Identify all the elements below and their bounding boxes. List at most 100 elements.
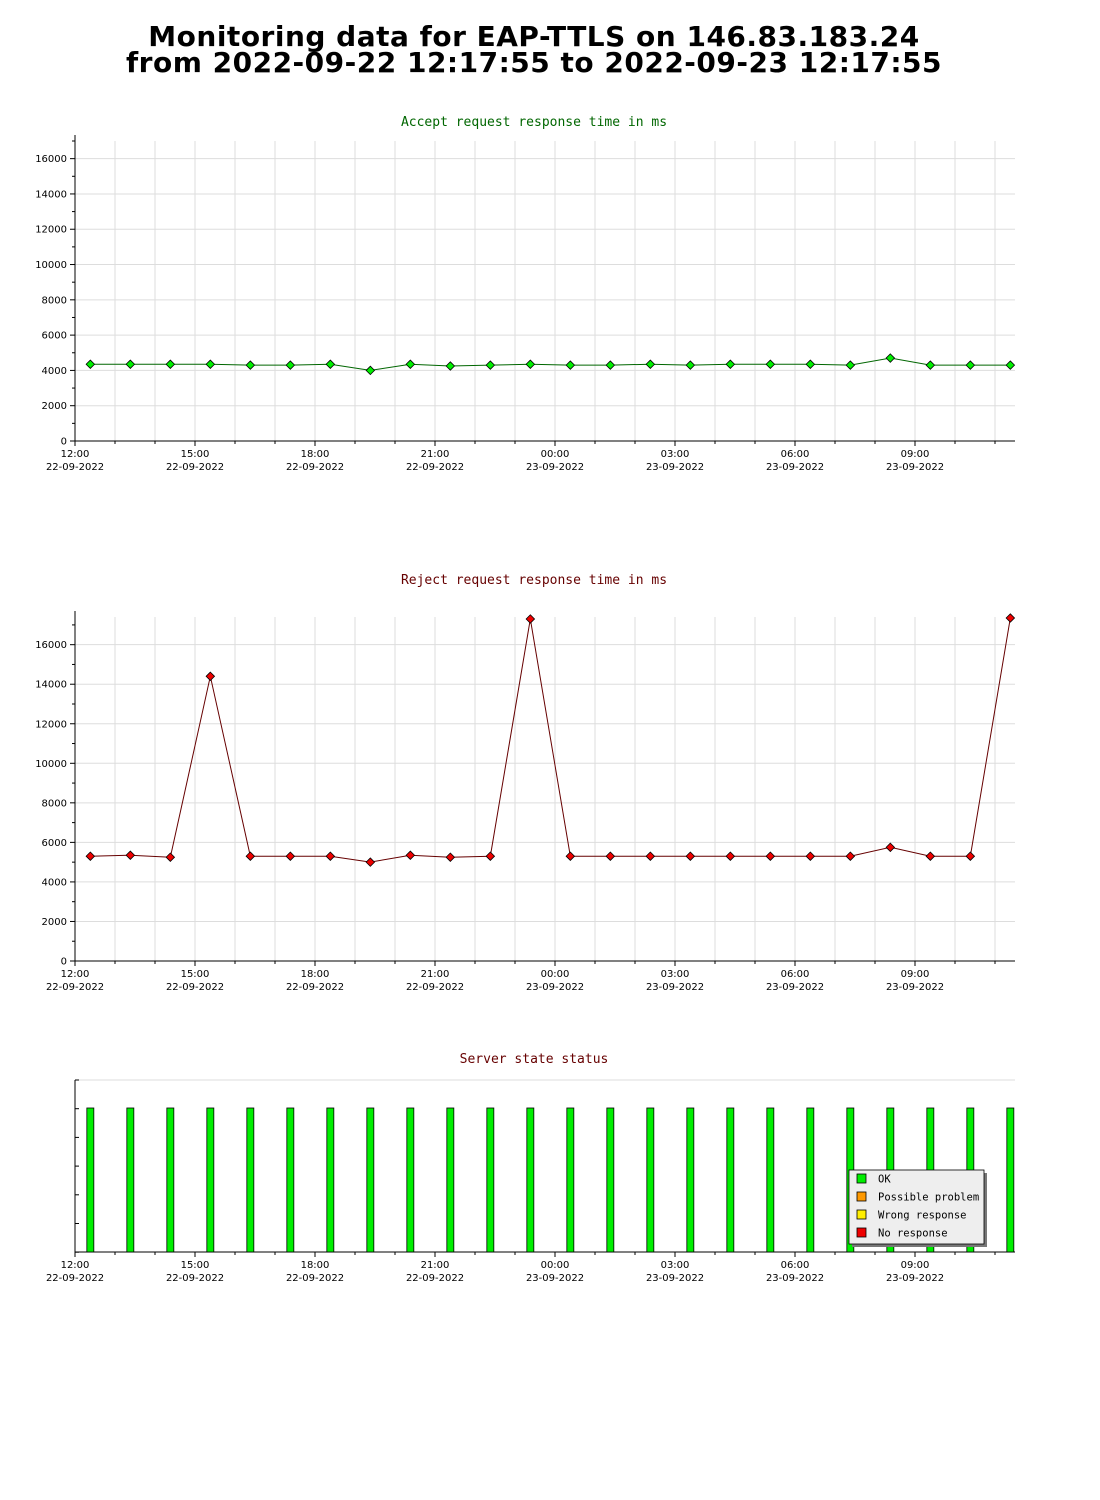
data-point xyxy=(325,359,336,370)
legend-swatch xyxy=(856,1191,867,1202)
x-tick-date: 22-09-2022 xyxy=(406,1273,464,1284)
data-point xyxy=(725,851,736,861)
data-point xyxy=(405,850,416,860)
x-tick-label: 00:00 xyxy=(541,449,570,460)
x-tick-label: 09:00 xyxy=(901,969,930,980)
x-tick-date: 22-09-2022 xyxy=(286,1273,344,1284)
series-line xyxy=(90,357,1011,371)
status-bar xyxy=(286,1107,295,1253)
x-tick-date: 23-09-2022 xyxy=(526,982,584,993)
data-point xyxy=(845,360,856,370)
status-bar xyxy=(206,1107,215,1253)
y-tick-label: 0 xyxy=(61,437,67,448)
x-tick-label: 15:00 xyxy=(181,969,210,980)
y-tick-label: 12000 xyxy=(35,719,67,730)
grid xyxy=(75,617,1015,961)
data-point xyxy=(485,360,496,370)
data-point xyxy=(605,360,616,370)
status-bar xyxy=(86,1107,95,1253)
y-tick-label: 4000 xyxy=(42,877,67,888)
data-point xyxy=(965,360,976,370)
x-tick-date: 22-09-2022 xyxy=(286,982,344,993)
x-tick-label: 18:00 xyxy=(301,449,330,460)
data-point xyxy=(165,852,176,862)
y-tick-label: 2000 xyxy=(42,401,67,412)
x-axis: 12:00 22-09-2022 15:00 22-09-2022 18:00 22-09… xyxy=(46,1252,996,1284)
y-tick-label: 6000 xyxy=(42,331,67,342)
data-point xyxy=(885,842,896,853)
status-bar xyxy=(486,1107,495,1253)
server-status-chart: Server state status 12:00 22-09-2022 15:00… xyxy=(46,1052,1015,1284)
data-point xyxy=(645,851,656,861)
status-bar xyxy=(166,1107,175,1253)
legend-label: Possible problem xyxy=(878,1192,979,1204)
status-bar xyxy=(446,1107,455,1253)
x-tick-date: 23-09-2022 xyxy=(646,462,704,473)
chart-title: Accept request response time in ms xyxy=(401,115,667,130)
status-bar xyxy=(246,1107,255,1253)
data-point xyxy=(805,359,816,370)
y-tick-label: 8000 xyxy=(42,798,67,809)
status-bar xyxy=(406,1107,415,1253)
x-tick-date: 22-09-2022 xyxy=(46,462,104,473)
y-tick-label: 2000 xyxy=(42,917,67,928)
data-point xyxy=(405,359,416,370)
data-point xyxy=(525,614,536,624)
status-bar xyxy=(606,1107,615,1253)
data-point xyxy=(565,851,576,861)
data-point xyxy=(285,851,296,861)
x-tick-date: 23-09-2022 xyxy=(886,1273,944,1284)
x-tick-label: 00:00 xyxy=(541,969,570,980)
data-point xyxy=(205,359,216,370)
x-tick-date: 22-09-2022 xyxy=(406,462,464,473)
data-point xyxy=(285,360,296,370)
status-bar xyxy=(806,1107,815,1253)
data-point xyxy=(245,360,256,370)
data-point xyxy=(685,360,696,370)
data-point xyxy=(565,360,576,370)
x-tick-label: 12:00 xyxy=(61,969,90,980)
y-tick-label: 14000 xyxy=(35,189,67,200)
data-point xyxy=(485,851,496,861)
x-tick-date: 23-09-2022 xyxy=(766,982,824,993)
legend-swatch xyxy=(856,1209,867,1220)
y-tick-label: 10000 xyxy=(35,260,67,271)
y-tick-label: 16000 xyxy=(35,640,67,651)
reject-response-chart: Reject request response time in ms 0 2000… xyxy=(35,573,1016,993)
x-tick-label: 06:00 xyxy=(781,449,810,460)
status-bar xyxy=(326,1107,335,1253)
x-tick-date: 23-09-2022 xyxy=(526,462,584,473)
status-bar xyxy=(566,1107,575,1253)
data-point xyxy=(965,851,976,861)
legend-label: Wrong response xyxy=(878,1210,967,1222)
x-tick-date: 22-09-2022 xyxy=(46,982,104,993)
legend-swatch xyxy=(856,1173,867,1184)
y-tick-label: 10000 xyxy=(35,759,67,770)
accept-response-chart: Accept request response time in ms 0 2000… xyxy=(35,115,1016,473)
x-tick-label: 18:00 xyxy=(301,969,330,980)
x-tick-date: 23-09-2022 xyxy=(886,982,944,993)
x-axis: 12:00 22-09-2022 15:00 22-09-2022 18:00 22-09… xyxy=(46,961,996,993)
page-title: Monitoring data for EAP-TTLS on 146.83.1… xyxy=(0,20,1068,79)
x-tick-date: 22-09-2022 xyxy=(46,1273,104,1284)
x-tick-label: 15:00 xyxy=(181,1260,210,1271)
x-tick-date: 23-09-2022 xyxy=(766,1273,824,1284)
status-bar xyxy=(726,1107,735,1253)
data-point xyxy=(885,353,896,363)
x-tick-label: 15:00 xyxy=(181,449,210,460)
x-tick-label: 06:00 xyxy=(781,969,810,980)
page-title-line-2: from 2022-09-22 12:17:55 to 2022-09-23 1… xyxy=(125,46,943,79)
data-point xyxy=(85,359,96,370)
x-tick-label: 03:00 xyxy=(661,1260,690,1271)
series-line xyxy=(90,617,1011,863)
y-tick-label: 0 xyxy=(61,957,67,968)
data-point xyxy=(925,360,936,370)
x-tick-label: 06:00 xyxy=(781,1260,810,1271)
data-point xyxy=(525,359,536,370)
page-title-line-1: Monitoring data for EAP-TTLS on 146.83.1… xyxy=(148,20,920,53)
y-tick-label: 16000 xyxy=(35,154,67,165)
data-point xyxy=(725,359,736,370)
status-bar xyxy=(766,1107,775,1253)
legend-label: No response xyxy=(878,1228,948,1240)
data-point xyxy=(325,851,336,861)
